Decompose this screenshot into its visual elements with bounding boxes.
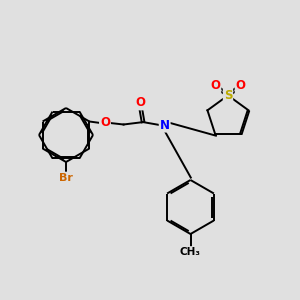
Text: N: N	[160, 118, 170, 132]
Text: O: O	[100, 116, 110, 130]
Text: S: S	[224, 89, 232, 102]
Text: CH₃: CH₃	[180, 247, 201, 257]
Text: O: O	[210, 79, 220, 92]
Text: O: O	[236, 79, 246, 92]
Text: O: O	[135, 96, 145, 110]
Text: Br: Br	[59, 172, 73, 183]
